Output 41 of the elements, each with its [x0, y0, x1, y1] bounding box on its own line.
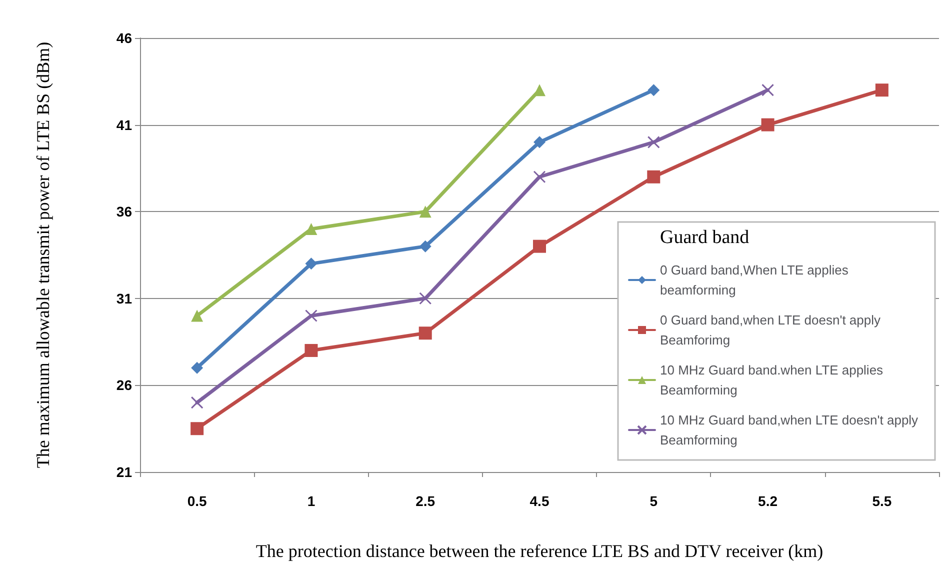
x-axis-title: The protection distance between the reference LTE BS and DTV receiver (km): [256, 541, 824, 561]
point: [533, 240, 546, 253]
point: [648, 84, 660, 96]
x-tick-label: 0.5: [187, 493, 208, 509]
legend-label: 0 Guard band,When LTE applies beamforming: [660, 262, 852, 298]
x-tick-label: 5: [650, 493, 658, 509]
point: [534, 136, 546, 148]
point: [191, 310, 204, 322]
point: [305, 222, 318, 235]
y-tick-label: 46: [116, 30, 132, 46]
x-tick-label: 4.5: [530, 493, 550, 509]
y-tick-label: 31: [116, 290, 132, 306]
point: [419, 240, 432, 252]
y-tick-label: 36: [116, 204, 132, 220]
point: [647, 136, 660, 148]
x-tick-label: 5.2: [758, 493, 778, 509]
point: [419, 292, 432, 305]
point: [304, 310, 318, 322]
point: [761, 118, 774, 132]
legend-label: 0 Guard band,when LTE doesn't apply Beamforimg: [660, 312, 884, 348]
x-tick-label: 2.5: [416, 493, 436, 509]
y-tick-label: 21: [116, 464, 132, 480]
legend-label: 10 MHz Guard band.when LTE applies Beamforming: [660, 362, 887, 398]
point: [191, 362, 204, 374]
y-tick-label: 41: [116, 116, 132, 133]
legend-title: Guard band: [660, 227, 750, 248]
point: [419, 206, 432, 218]
legend-label: 10 MHz Guard band,when LTE doesn't apply Beamforming: [660, 412, 922, 448]
point: [305, 258, 318, 270]
point: [875, 84, 888, 97]
point: [762, 84, 774, 96]
y-axis-title: The maximum allowable transmit power of LTE BS (dBm): [33, 42, 53, 468]
x-tick-label: 1: [307, 493, 316, 509]
point: [533, 170, 546, 184]
point: [418, 326, 432, 340]
point: [304, 344, 318, 357]
point: [647, 170, 660, 184]
y-tick-label: 26: [116, 377, 132, 394]
x-tick-label: 5.5: [872, 493, 892, 509]
point: [190, 422, 204, 436]
point: [190, 396, 204, 409]
